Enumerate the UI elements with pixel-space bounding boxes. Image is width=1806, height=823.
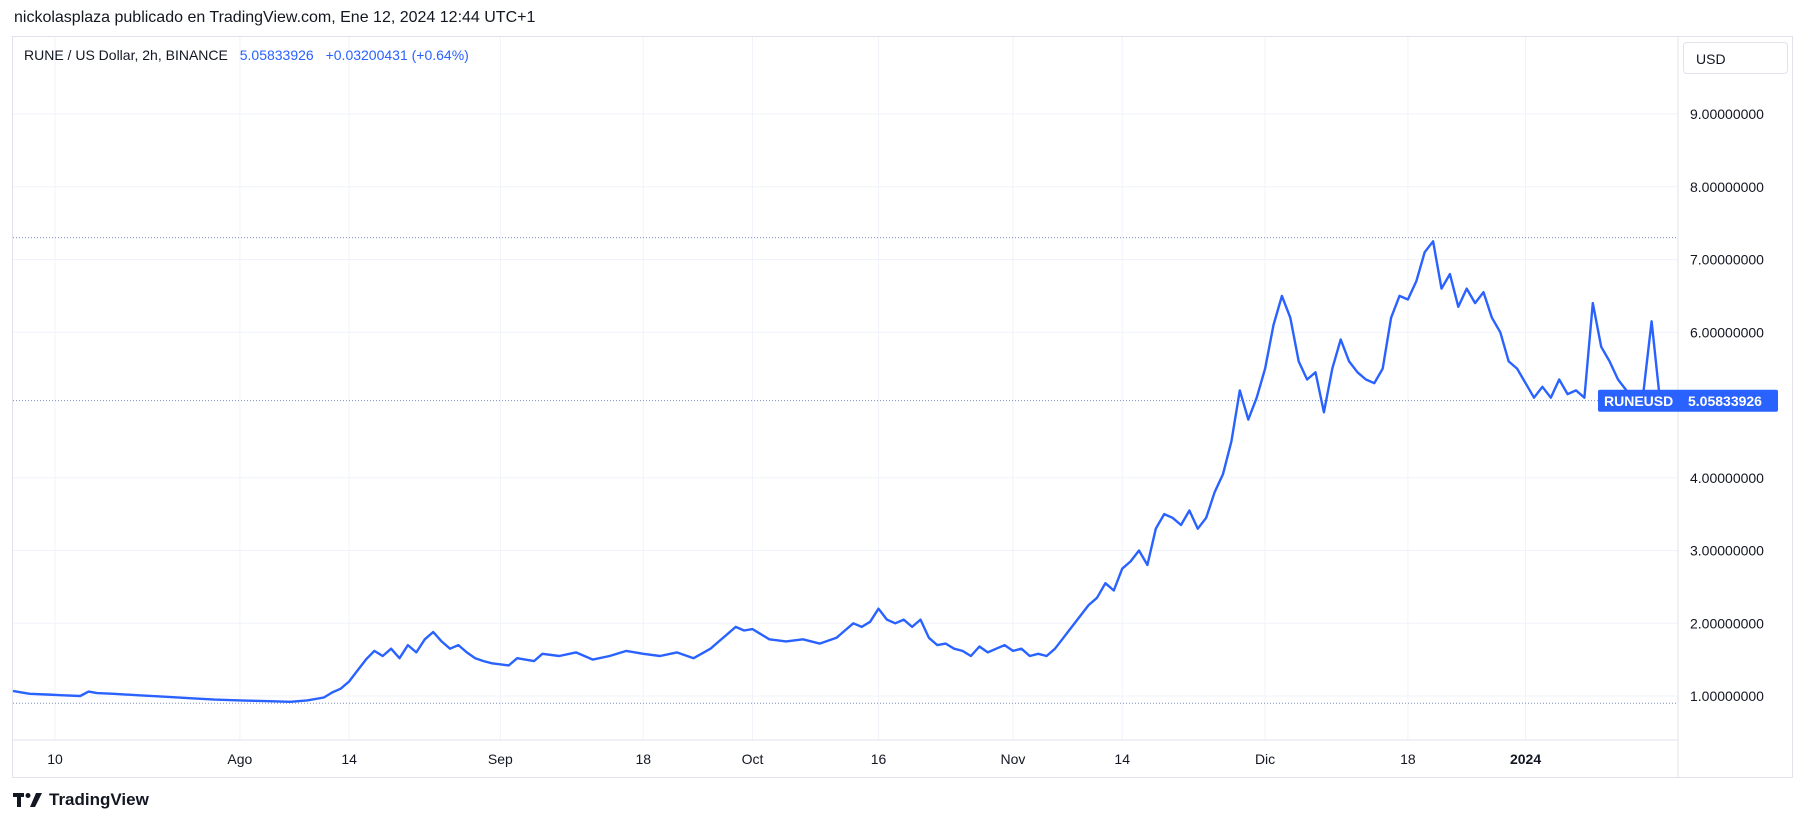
publish-header: nickolasplaza publicado en TradingView.c…	[14, 9, 536, 26]
chart-legend: RUNE / US Dollar, 2h, BINANCE 5.05833926…	[24, 47, 469, 63]
tradingview-logo-icon	[13, 793, 42, 807]
time-axis: 10 Ago 14 Sep 18 Oct 16 Nov 14 Dic 18 2024	[47, 751, 1541, 767]
y-tick-label: 6.00000000	[1690, 324, 1764, 340]
grid-lines	[13, 37, 1678, 740]
x-tick-label: 16	[871, 751, 887, 767]
price-axis: 1.00000000 2.00000000 3.00000000 4.00000000…	[1690, 106, 1764, 704]
price-tag-value: 5.05833926	[1688, 393, 1762, 409]
x-tick-label: 10	[47, 751, 63, 767]
legend-symbol: RUNE / US Dollar, 2h, BINANCE	[24, 47, 228, 63]
reference-lines	[13, 237, 1678, 704]
y-tick-label: 9.00000000	[1690, 106, 1764, 122]
legend-price: 5.05833926	[239, 47, 314, 63]
footer-brand[interactable]: TradingView	[13, 790, 149, 810]
x-tick-label: 18	[635, 751, 651, 767]
price-series-line	[12, 240, 1662, 703]
y-tick-label: 7.00000000	[1690, 252, 1764, 268]
footer-brand-label: TradingView	[49, 790, 149, 809]
y-tick-label: 4.00000000	[1690, 470, 1764, 486]
x-tick-label: 2024	[1510, 751, 1541, 767]
y-tick-label: 2.00000000	[1690, 615, 1764, 631]
legend-change: +0.03200431 (+0.64%)	[325, 47, 469, 63]
y-tick-label: 3.00000000	[1690, 543, 1764, 559]
y-tick-label: 1.00000000	[1690, 688, 1764, 704]
x-tick-label: Oct	[742, 751, 764, 767]
y-tick-label: 8.00000000	[1690, 179, 1764, 195]
x-tick-label: 14	[341, 751, 357, 767]
currency-button[interactable]: USD	[1683, 42, 1788, 74]
x-tick-label: 18	[1400, 751, 1416, 767]
x-tick-label: Ago	[227, 751, 252, 767]
chart-frame	[12, 36, 1793, 778]
last-price-tag: RUNEUSD 5.05833926	[1598, 389, 1778, 412]
x-tick-label: Nov	[1001, 751, 1026, 767]
price-tag-symbol: RUNEUSD	[1604, 393, 1673, 409]
x-tick-label: 14	[1114, 751, 1130, 767]
x-tick-label: Sep	[488, 751, 513, 767]
x-tick-label: Dic	[1255, 751, 1275, 767]
